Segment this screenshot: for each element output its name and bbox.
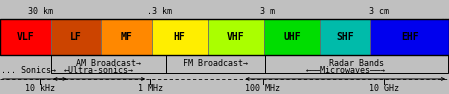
Bar (101, 19, 152, 55)
Text: 10 kHz: 10 kHz (26, 84, 55, 93)
Text: .3 km: .3 km (147, 7, 172, 16)
Bar (320, 19, 370, 55)
Text: UHF: UHF (283, 32, 301, 42)
Text: EHF: EHF (401, 32, 418, 42)
Bar (50, 55, 166, 73)
Text: ←Ultra-sonics→: ←Ultra-sonics→ (64, 66, 134, 75)
Text: 3 m: 3 m (260, 7, 275, 16)
Bar (50, 19, 101, 55)
Text: Radar Bands: Radar Bands (329, 59, 384, 68)
Bar (207, 19, 264, 55)
Text: LF: LF (70, 32, 82, 42)
Text: ←——Microwaves——→: ←——Microwaves——→ (305, 66, 385, 75)
Text: VLF: VLF (17, 32, 34, 42)
Text: ... Sonics→: ... Sonics→ (1, 66, 56, 75)
Bar (370, 19, 449, 55)
Text: 30 km: 30 km (28, 7, 53, 16)
Text: 3 cm: 3 cm (370, 7, 389, 16)
Text: 1 MHz: 1 MHz (138, 84, 163, 93)
Bar (0, 19, 50, 55)
Bar (0, 19, 449, 55)
Bar (166, 55, 265, 73)
Text: MF: MF (120, 32, 132, 42)
Bar (264, 19, 320, 55)
Text: AM Broadcast→: AM Broadcast→ (76, 59, 141, 68)
Text: FM Broadcast→: FM Broadcast→ (183, 59, 248, 68)
Text: 100 MHz: 100 MHz (245, 84, 280, 93)
Text: HF: HF (174, 32, 185, 42)
Bar (265, 55, 448, 73)
Text: VHF: VHF (227, 32, 245, 42)
Text: 10 GHz: 10 GHz (369, 84, 399, 93)
Text: SHF: SHF (336, 32, 354, 42)
Bar (152, 19, 207, 55)
